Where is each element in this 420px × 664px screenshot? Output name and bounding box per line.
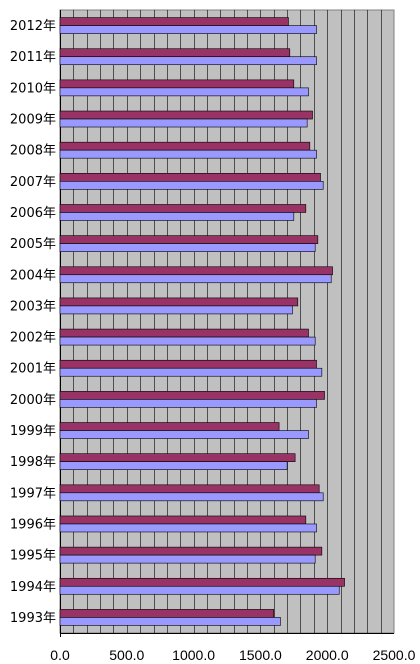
bar-2004年-series-1: [59, 266, 333, 276]
x-tick-label: 2000.0: [306, 647, 349, 663]
category-label: 1993年: [10, 611, 56, 626]
category-label: 1998年: [10, 455, 56, 470]
bar-2002年-series-2: [59, 336, 316, 346]
bar-1995年-series-1: [59, 546, 323, 556]
category-label: 1995年: [10, 549, 56, 564]
bar-2010年-series-2: [59, 87, 309, 97]
bar-1994年-series-2: [59, 585, 340, 595]
bar-1999年-series-2: [59, 430, 309, 439]
x-tick-label: 1500.0: [239, 647, 282, 663]
category-label: 2003年: [10, 299, 56, 314]
bar-1993年-series-2: [59, 617, 281, 626]
category-label: 1994年: [10, 580, 56, 595]
bar-2000年-series-1: [59, 391, 325, 400]
category-label: 2012年: [10, 19, 56, 34]
category-label: 2010年: [10, 81, 56, 96]
bar-2006年-series-2: [59, 212, 295, 221]
bar-2010年-series-1: [59, 79, 295, 89]
bar-1997年-series-2: [59, 492, 324, 502]
bar-2008年-series-1: [59, 141, 311, 151]
bar-1994年-series-1: [59, 577, 345, 587]
category-label: 2007年: [10, 175, 56, 190]
bar-2009年-series-2: [59, 118, 308, 128]
bars: [59, 17, 345, 626]
bar-2003年-series-1: [59, 297, 299, 307]
bar-1998年-series-2: [59, 461, 288, 470]
bar-2011年-series-2: [59, 56, 317, 66]
bar-2007年-series-1: [59, 173, 321, 182]
bar-2008年-series-2: [59, 149, 317, 159]
category-label: 2004年: [10, 268, 56, 283]
bar-1995年-series-2: [59, 554, 316, 564]
category-labels: 2012年 2011年 2010年 2009年 2008年 2007年 2006年 2005年…: [10, 19, 56, 626]
category-label: 1997年: [10, 486, 56, 501]
category-label: 2005年: [10, 237, 56, 252]
bar-2002年-series-1: [59, 328, 309, 338]
category-label: 2000年: [10, 393, 56, 408]
bar-1993年-series-1: [59, 609, 275, 618]
x-tick-labels: 0.0 500.0 1000.0 1500.0 2000.0 2500.0: [50, 647, 415, 663]
bar-2007年-series-2: [59, 181, 324, 190]
bar-1997年-series-1: [59, 484, 320, 494]
plot-area: [59, 9, 395, 634]
bar-2012年-series-2: [59, 25, 317, 34]
category-label: 1999年: [10, 424, 56, 439]
bar-2003年-series-2: [59, 305, 293, 315]
category-label: 2002年: [10, 331, 56, 346]
bar-2012年-series-1: [59, 17, 289, 26]
bar-2011年-series-1: [59, 48, 291, 58]
bar-1999年-series-1: [59, 422, 280, 431]
bar-1998年-series-1: [59, 453, 296, 462]
x-tick-label: 500.0: [109, 647, 144, 663]
category-label: 2001年: [10, 362, 56, 377]
category-label: 2009年: [10, 113, 56, 128]
category-label: 2011年: [10, 50, 56, 65]
bar-2005年-series-1: [59, 235, 319, 244]
category-label: 2008年: [10, 144, 56, 159]
bar-2009年-series-1: [59, 110, 313, 120]
bar-1996年-series-2: [59, 523, 317, 533]
bar-2001年-series-2: [59, 367, 323, 377]
bar-2000年-series-2: [59, 399, 317, 408]
bar-1996年-series-1: [59, 515, 307, 525]
bar-2005年-series-2: [59, 243, 316, 252]
x-tick-label: 2500.0: [373, 647, 416, 663]
category-label: 1996年: [10, 517, 56, 532]
bar-2006年-series-1: [59, 204, 307, 213]
bar-2004年-series-2: [59, 274, 332, 284]
category-label: 2006年: [10, 206, 56, 221]
x-tick-label: 0.0: [50, 647, 70, 663]
bar-2001年-series-1: [59, 359, 317, 369]
x-tick-label: 1000.0: [172, 647, 215, 663]
